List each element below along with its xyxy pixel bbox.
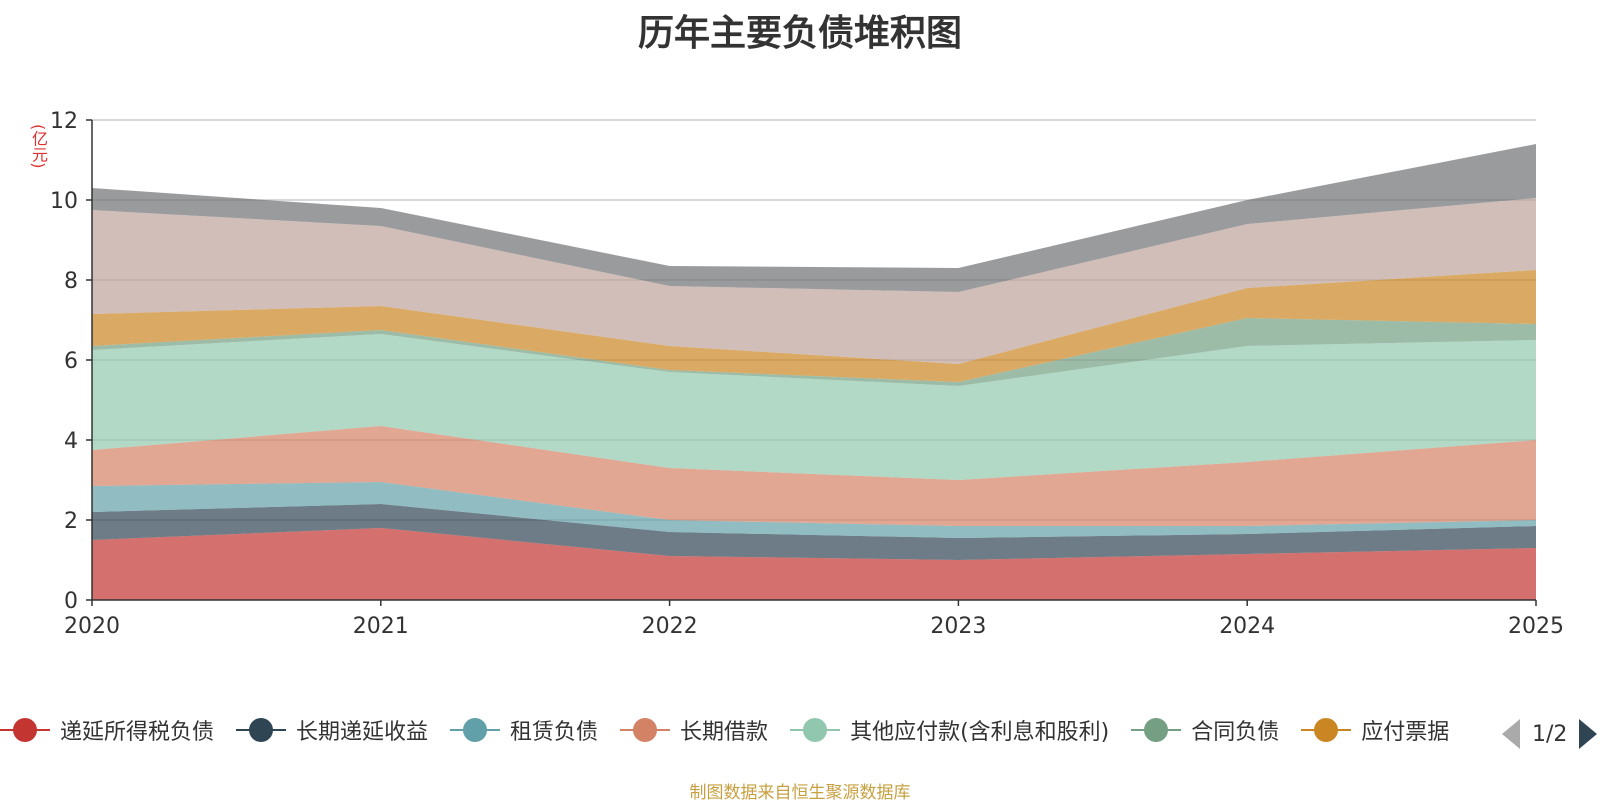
legend-label: 长期递延收益 <box>296 720 429 745</box>
legend-label: 合同负债 <box>1191 720 1280 745</box>
legend-marker-icon <box>236 718 287 742</box>
data-source-note: 制图数据来自恒生聚源数据库 <box>689 783 911 803</box>
y-tick-label: 6 <box>64 349 78 374</box>
legend-marker-icon <box>1301 718 1352 742</box>
area-series-7 <box>92 270 1536 382</box>
area-series-3 <box>92 482 1536 538</box>
x-tick-label: 2021 <box>353 614 409 639</box>
legend-item[interactable]: 递延所得税负债 <box>0 714 214 746</box>
legend-label: 租赁负债 <box>510 720 599 745</box>
legend-item[interactable]: 长期借款 <box>620 714 768 746</box>
legend-label: 长期借款 <box>680 720 769 745</box>
y-tick-label: 8 <box>64 269 78 294</box>
legend-marker-icon <box>790 718 841 742</box>
triangle-left-icon[interactable] <box>1502 719 1520 749</box>
area-series-9 <box>92 144 1536 292</box>
legend-item[interactable]: 其他应付款(含利息和股利) <box>790 714 1109 746</box>
y-tick-label: 12 <box>50 109 78 134</box>
y-tick-label: 0 <box>64 589 78 614</box>
x-tick-label: 2025 <box>1508 614 1564 639</box>
x-tick-label: 2024 <box>1219 614 1275 639</box>
area-series-6 <box>92 318 1536 386</box>
legend-pager: 1/2 <box>1500 714 1600 754</box>
legend-label: 递延所得税负债 <box>60 720 215 745</box>
legend-item[interactable]: 合同负债 <box>1131 714 1279 746</box>
area-series-1 <box>92 528 1536 600</box>
area-series-5 <box>92 334 1536 480</box>
legend-label: 其他应付款(含利息和股利) <box>850 720 1110 745</box>
stacked-area-chart: 0 2 4 6 8 10 12 2020 2021 2022 2023 2024 2025 <box>50 109 1564 639</box>
legend-item[interactable]: 应付票据 <box>1301 714 1449 746</box>
legend-marker-icon <box>450 718 501 742</box>
y-tick-label: 2 <box>64 509 78 534</box>
legend-item[interactable]: 租赁负债 <box>450 714 598 746</box>
triangle-right-icon[interactable] <box>1579 719 1598 749</box>
legend-marker-icon <box>1131 718 1182 742</box>
legend-marker-icon <box>620 718 671 742</box>
area-series-8 <box>92 198 1536 364</box>
legend: 递延所得税负债 长期递延收益 租赁负债 长期借款 其他应付款(含利息和股利) 合同负债 应付… <box>0 714 1500 754</box>
y-axis-unit: (亿元) <box>29 124 48 169</box>
legend-page-indicator: 1/2 <box>1532 721 1568 747</box>
y-tick-label: 4 <box>64 429 78 454</box>
x-tick-label: 2023 <box>930 614 986 639</box>
x-tick-label: 2022 <box>642 614 698 639</box>
area-series-2 <box>92 504 1536 560</box>
legend-marker-icon <box>0 718 50 742</box>
legend-label: 应付票据 <box>1361 720 1450 745</box>
area-series-4 <box>92 426 1536 526</box>
legend-item[interactable]: 长期递延收益 <box>236 714 428 746</box>
chart-title: 历年主要负债堆积图 <box>637 13 962 54</box>
x-tick-label: 2020 <box>64 614 120 639</box>
y-tick-label: 10 <box>50 189 78 214</box>
